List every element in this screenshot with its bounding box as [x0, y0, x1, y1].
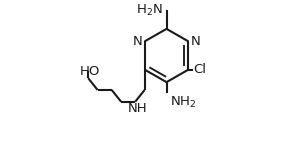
Text: N: N	[190, 35, 200, 48]
Text: N: N	[133, 35, 143, 48]
Text: HO: HO	[80, 65, 100, 78]
Text: NH: NH	[128, 102, 147, 115]
Text: NH$_2$: NH$_2$	[170, 95, 196, 110]
Text: H$_2$N: H$_2$N	[136, 3, 163, 18]
Text: Cl: Cl	[193, 63, 206, 76]
